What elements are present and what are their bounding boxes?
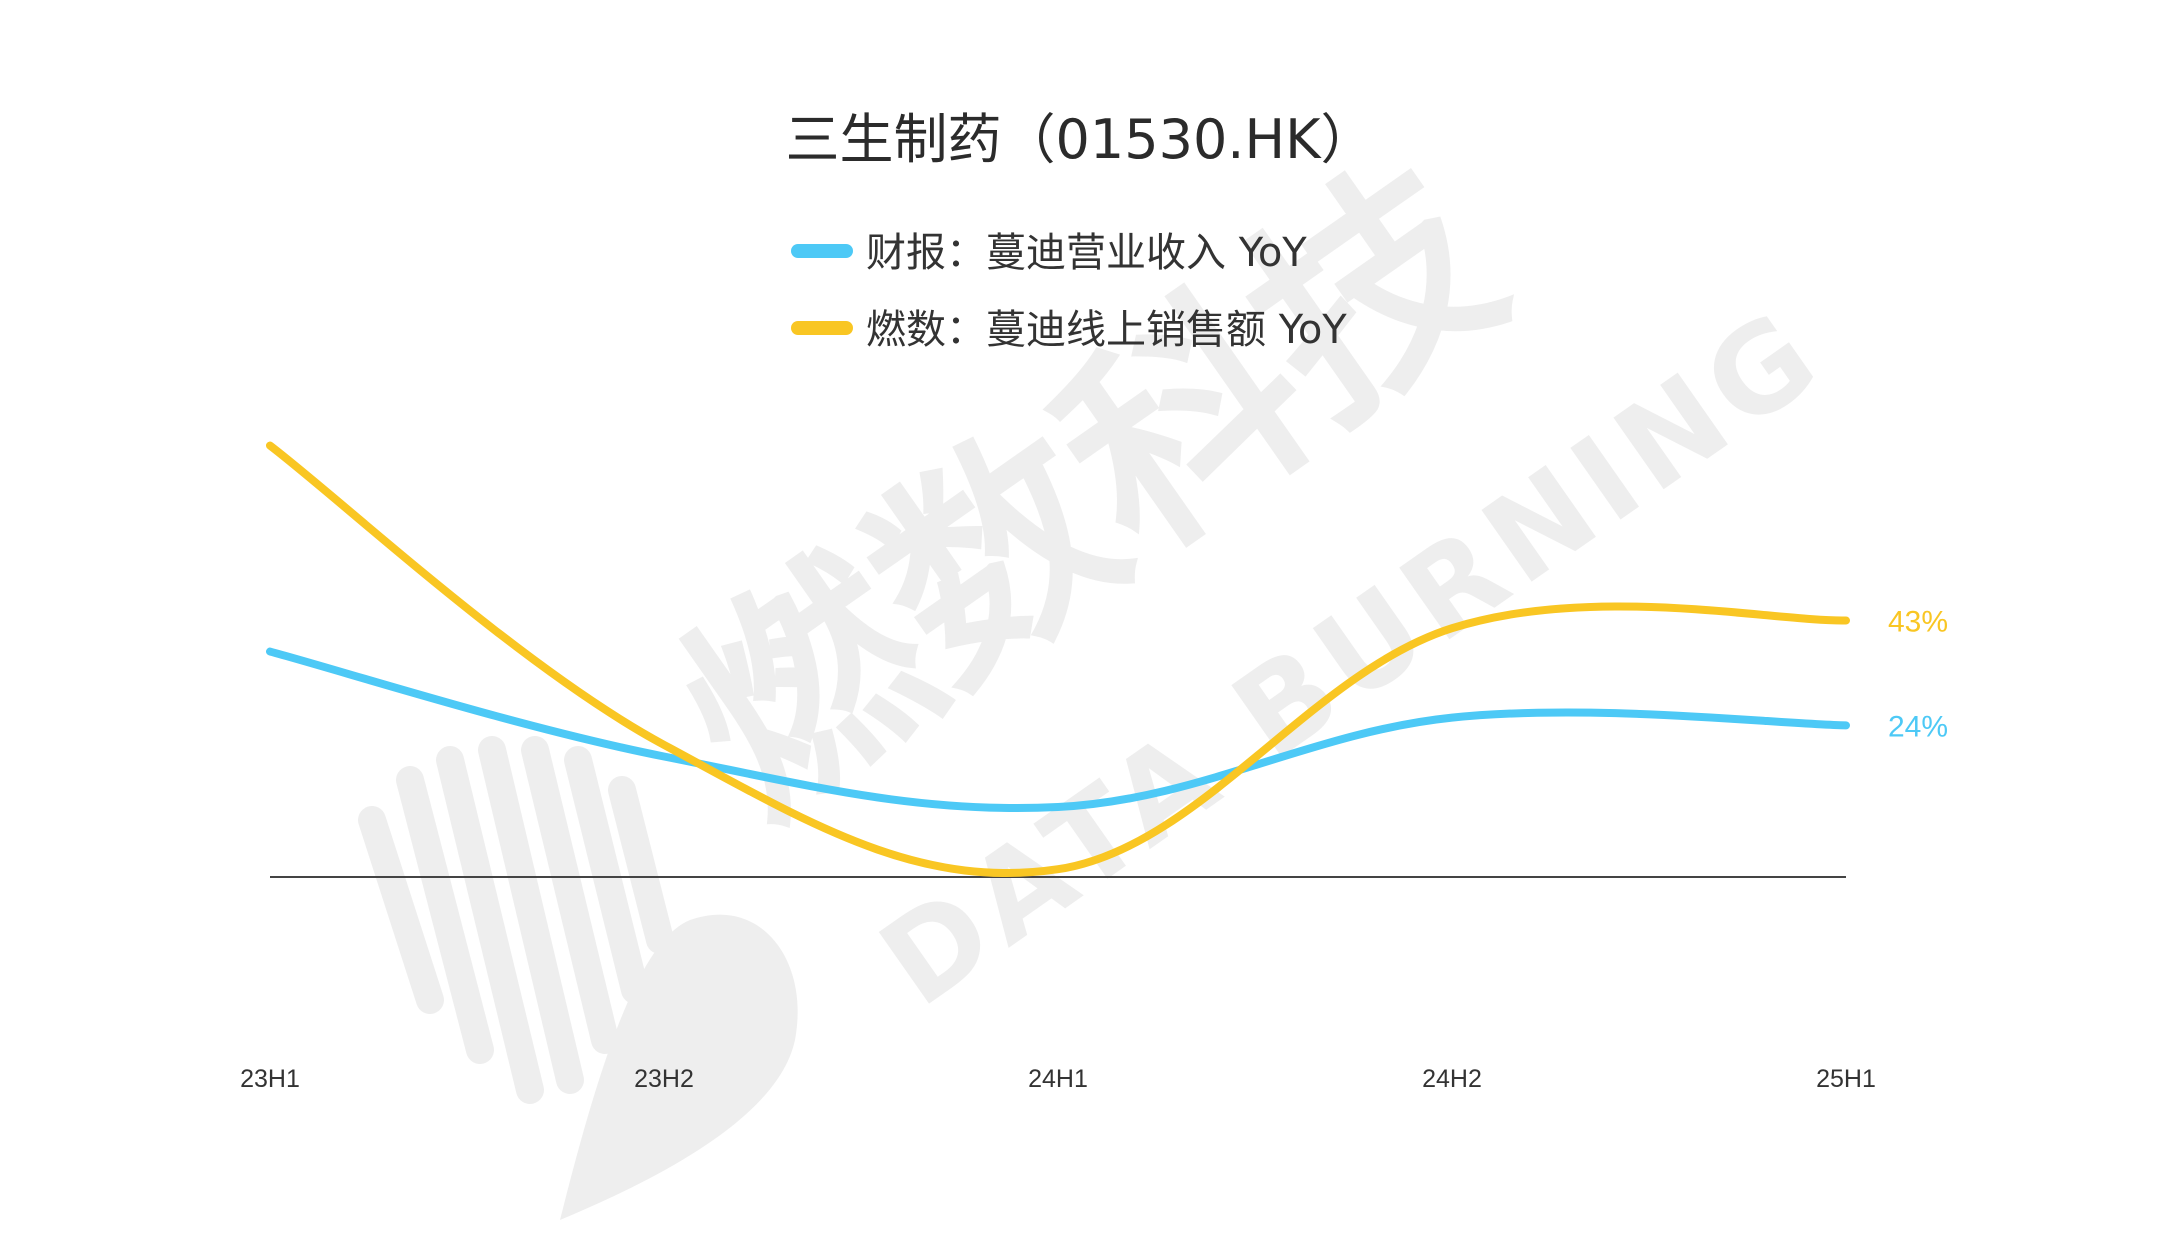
legend-label-online-sales: 燃数：蔓迪线上销售额 YoY <box>866 307 1347 353</box>
watermark-logo-icon <box>358 736 798 1220</box>
x-tick-label: 23H2 <box>634 1065 694 1093</box>
x-axis-ticks: 23H1 23H2 24H1 24H2 25H1 <box>240 1065 1876 1093</box>
end-label-revenue: 24% <box>1888 710 1948 743</box>
watermark: 燃数科技 DATA BURNING <box>358 119 1847 1220</box>
x-tick-label: 24H1 <box>1028 1065 1088 1093</box>
x-tick-label: 24H2 <box>1422 1065 1482 1093</box>
series-line-revenue <box>266 647 1850 813</box>
end-label-online-sales: 43% <box>1888 605 1948 638</box>
legend-item-revenue: 财报：蔓迪营业收入 YoY <box>791 230 1307 276</box>
series-line-online-sales <box>266 441 1850 877</box>
x-tick-label: 25H1 <box>1816 1065 1876 1093</box>
chart-title: 三生制药（01530.HK） <box>786 108 1375 171</box>
x-tick-label: 23H1 <box>240 1065 300 1093</box>
legend-item-online-sales: 燃数：蔓迪线上销售额 YoY <box>791 307 1347 353</box>
legend: 财报：蔓迪营业收入 YoY 燃数：蔓迪线上销售额 YoY <box>791 230 1347 353</box>
legend-label-revenue: 财报：蔓迪营业收入 YoY <box>866 230 1307 276</box>
